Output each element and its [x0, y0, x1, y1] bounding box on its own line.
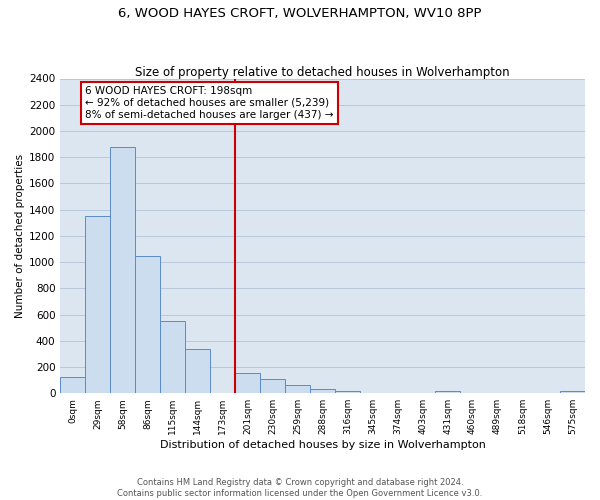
- Bar: [85, 216, 110, 393]
- Bar: [335, 391, 360, 393]
- Bar: [560, 391, 585, 393]
- Bar: [435, 391, 460, 393]
- Bar: [135, 256, 160, 393]
- Bar: [260, 379, 285, 393]
- Bar: [310, 390, 335, 393]
- Title: Size of property relative to detached houses in Wolverhampton: Size of property relative to detached ho…: [136, 66, 510, 78]
- Text: Contains HM Land Registry data © Crown copyright and database right 2024.
Contai: Contains HM Land Registry data © Crown c…: [118, 478, 482, 498]
- Bar: [235, 373, 260, 393]
- Bar: [185, 348, 210, 393]
- Y-axis label: Number of detached properties: Number of detached properties: [15, 154, 25, 318]
- Bar: [60, 377, 85, 393]
- X-axis label: Distribution of detached houses by size in Wolverhampton: Distribution of detached houses by size …: [160, 440, 485, 450]
- Text: 6 WOOD HAYES CROFT: 198sqm
← 92% of detached houses are smaller (5,239)
8% of se: 6 WOOD HAYES CROFT: 198sqm ← 92% of deta…: [85, 86, 334, 120]
- Text: 6, WOOD HAYES CROFT, WOLVERHAMPTON, WV10 8PP: 6, WOOD HAYES CROFT, WOLVERHAMPTON, WV10…: [118, 8, 482, 20]
- Bar: [285, 386, 310, 393]
- Bar: [160, 321, 185, 393]
- Bar: [110, 146, 135, 393]
